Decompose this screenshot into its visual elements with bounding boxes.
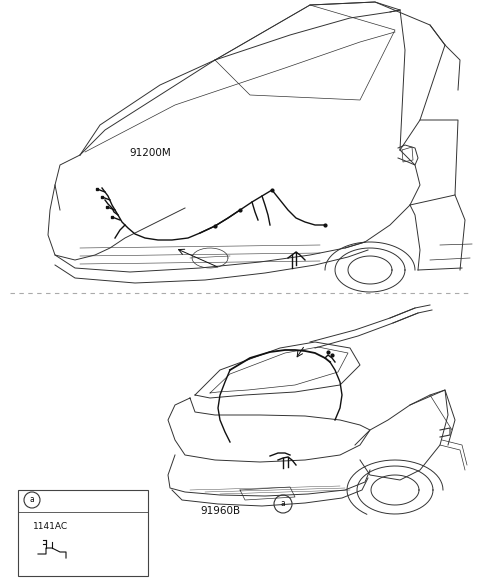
Circle shape xyxy=(274,495,292,513)
Text: a: a xyxy=(30,495,35,505)
Text: a: a xyxy=(281,499,286,509)
Text: 91200M: 91200M xyxy=(130,148,171,158)
Text: 91960B: 91960B xyxy=(201,506,241,516)
Bar xyxy=(18,490,148,576)
Text: 1141AC: 1141AC xyxy=(33,522,68,531)
Circle shape xyxy=(24,492,40,508)
